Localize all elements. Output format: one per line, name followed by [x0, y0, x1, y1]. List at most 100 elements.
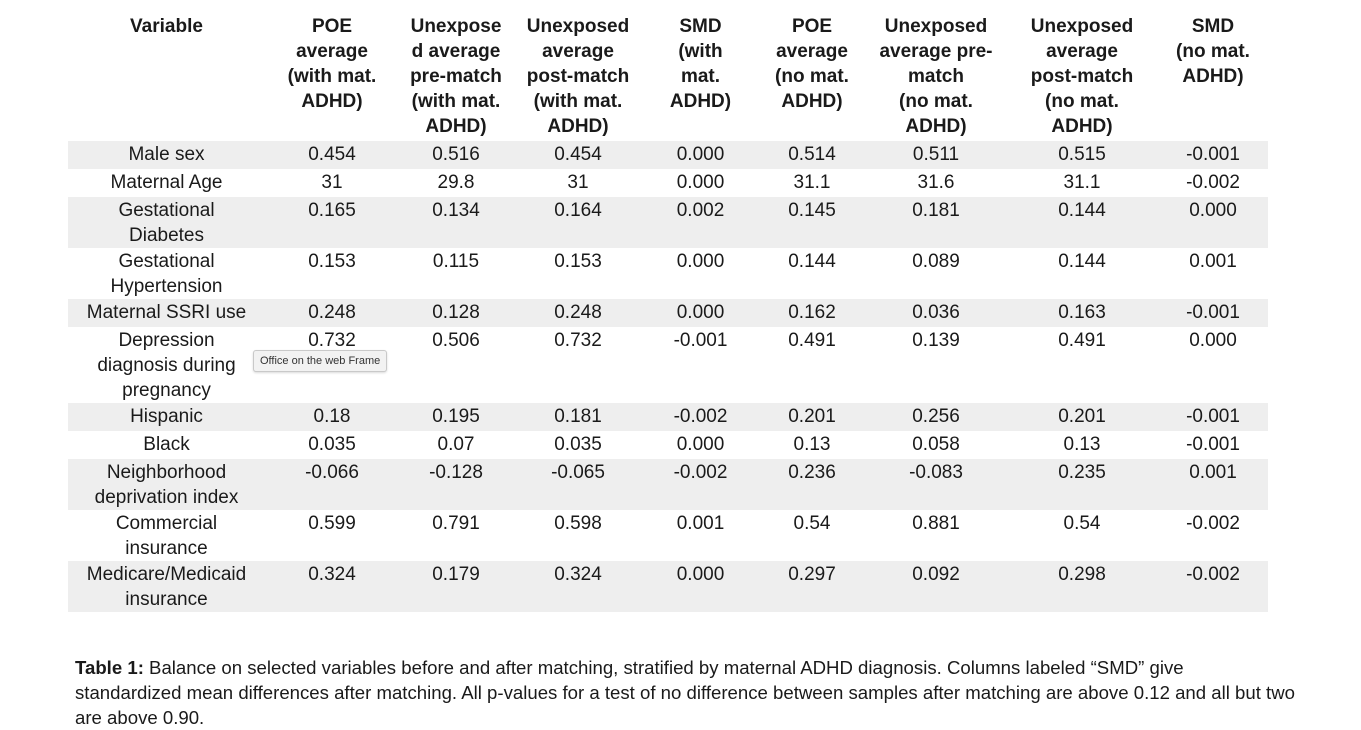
table-row: Commercial insurance 0.599 0.791 0.598 0…	[68, 510, 1268, 561]
value-cell: 0.599	[308, 513, 356, 534]
value-cell: 29.8	[437, 172, 475, 193]
value-cell: -0.001	[1158, 403, 1268, 431]
value-cell: 0.001	[1158, 459, 1268, 510]
value-cell: 0.235	[1006, 459, 1158, 510]
header-unexposed-pre-with-adhd: Unexpose d average pre-match (with mat. …	[410, 16, 502, 137]
value-cell: 0.163	[1006, 299, 1158, 327]
value-cell: 0.324	[265, 561, 399, 612]
value-cell: 0.07	[437, 434, 475, 455]
value-cell: 0.144	[1006, 197, 1158, 248]
value-cell: -0.001	[1186, 434, 1240, 455]
value-cell: -0.002	[1186, 172, 1240, 193]
value-cell: 0.179	[399, 561, 513, 612]
value-cell: 0.165	[265, 197, 399, 248]
value-cell: 31.1	[1063, 172, 1101, 193]
value-cell: 0.145	[758, 197, 866, 248]
value-cell: 0.035	[554, 434, 602, 455]
table-row: Black 0.035 0.07 0.035 0.000 0.13 0.058 …	[68, 431, 1268, 459]
value-cell: 0.454	[513, 141, 643, 169]
value-cell: 0.036	[866, 299, 1006, 327]
header-smd-with-adhd: SMD (with mat. ADHD)	[669, 16, 732, 112]
value-cell: 0.511	[866, 141, 1006, 169]
header-smd-no-adhd: SMD (no mat. ADHD)	[1176, 16, 1250, 87]
table-row: Maternal SSRI use 0.248 0.128 0.248 0.00…	[68, 299, 1268, 327]
value-cell: -0.001	[1158, 141, 1268, 169]
value-cell: 0.002	[643, 197, 758, 248]
header-unexposed-post-with-adhd: Unexposed average post-match (with mat. …	[526, 16, 630, 137]
value-cell: 0.000	[676, 251, 725, 272]
table-header-row: Variable POE average (with mat. ADHD) Un…	[68, 14, 1268, 141]
value-cell: 31	[321, 172, 343, 193]
header-poe-no-adhd: POE average (no mat. ADHD)	[775, 16, 849, 112]
value-cell: 0.791	[432, 513, 480, 534]
value-cell: 0.195	[399, 403, 513, 431]
value-cell: 0.139	[912, 330, 960, 351]
value-cell: 0.144	[788, 251, 836, 272]
value-cell: -0.002	[1186, 513, 1240, 534]
value-cell: 0.134	[399, 197, 513, 248]
value-cell: 0.115	[432, 251, 480, 272]
table-caption: Table 1: Balance on selected variables b…	[75, 655, 1295, 730]
value-cell: 0.058	[912, 434, 960, 455]
header-variable: Variable	[130, 16, 203, 37]
value-cell: 0.001	[676, 513, 725, 534]
value-cell: 0.181	[513, 403, 643, 431]
value-cell: 0.506	[432, 330, 480, 351]
table-row: Neighborhood deprivation index -0.066 -0…	[68, 459, 1268, 510]
value-cell: 0.128	[399, 299, 513, 327]
value-cell: 0.324	[513, 561, 643, 612]
value-cell: 0.164	[513, 197, 643, 248]
value-cell: 0.732	[308, 330, 356, 351]
value-cell: 0.000	[676, 172, 725, 193]
value-cell: -0.001	[1158, 299, 1268, 327]
value-cell: 0.144	[1058, 251, 1106, 272]
value-cell: 0.54	[1063, 513, 1101, 534]
value-cell: 0.000	[1189, 330, 1237, 351]
value-cell: 0.201	[1006, 403, 1158, 431]
table-row: Gestational Hypertension 0.153 0.115 0.1…	[68, 248, 1268, 299]
value-cell: 0.18	[265, 403, 399, 431]
value-cell: 0.13	[793, 434, 831, 455]
value-cell: 0.54	[793, 513, 831, 534]
table-row: Male sex 0.454 0.516 0.454 0.000 0.514 0…	[68, 141, 1268, 169]
value-cell: 0.089	[912, 251, 960, 272]
variable-cell: Commercial insurance	[115, 513, 218, 559]
value-cell: 0.201	[758, 403, 866, 431]
table-row: Medicare/Medicaid insurance 0.324 0.179 …	[68, 561, 1268, 612]
value-cell: -0.128	[399, 459, 513, 510]
frame-tooltip: Office on the web Frame	[253, 350, 388, 372]
value-cell: 0.000	[643, 561, 758, 612]
value-cell: 0.515	[1006, 141, 1158, 169]
variable-cell: Medicare/Medicaid insurance	[68, 561, 265, 612]
value-cell: 0.248	[513, 299, 643, 327]
header-poe-with-adhd: POE average (with mat. ADHD)	[287, 16, 377, 112]
table-row: Depression diagnosis during pregnancy 0.…	[68, 327, 1268, 403]
value-cell: 0.297	[758, 561, 866, 612]
table-row: Maternal Age 31 29.8 31 0.000 31.1 31.6 …	[68, 169, 1268, 197]
value-cell: 0.13	[1063, 434, 1101, 455]
value-cell: 0.000	[1158, 197, 1268, 248]
value-cell: 0.153	[308, 251, 356, 272]
value-cell: 0.298	[1006, 561, 1158, 612]
value-cell: 0.256	[866, 403, 1006, 431]
value-cell: 0.000	[643, 299, 758, 327]
value-cell: 0.181	[866, 197, 1006, 248]
value-cell: -0.002	[1158, 561, 1268, 612]
value-cell: -0.083	[866, 459, 1006, 510]
value-cell: -0.065	[513, 459, 643, 510]
value-cell: 0.491	[1058, 330, 1106, 351]
variable-cell: Gestational Diabetes	[68, 197, 265, 248]
value-cell: 0.598	[554, 513, 602, 534]
value-cell: 0.000	[676, 434, 725, 455]
header-unexposed-post-no-adhd: Unexposed average post-match (no mat. AD…	[1030, 16, 1134, 137]
value-cell: 0.035	[308, 434, 356, 455]
value-cell: 0.001	[1189, 251, 1237, 272]
value-cell: 0.153	[554, 251, 602, 272]
value-cell: 0.000	[643, 141, 758, 169]
value-cell: -0.066	[265, 459, 399, 510]
value-cell: 0.236	[758, 459, 866, 510]
value-cell: 31.1	[793, 172, 831, 193]
variable-cell: Maternal SSRI use	[68, 299, 265, 327]
value-cell: 0.732	[554, 330, 602, 351]
variable-cell: Depression diagnosis during pregnancy	[97, 330, 236, 401]
